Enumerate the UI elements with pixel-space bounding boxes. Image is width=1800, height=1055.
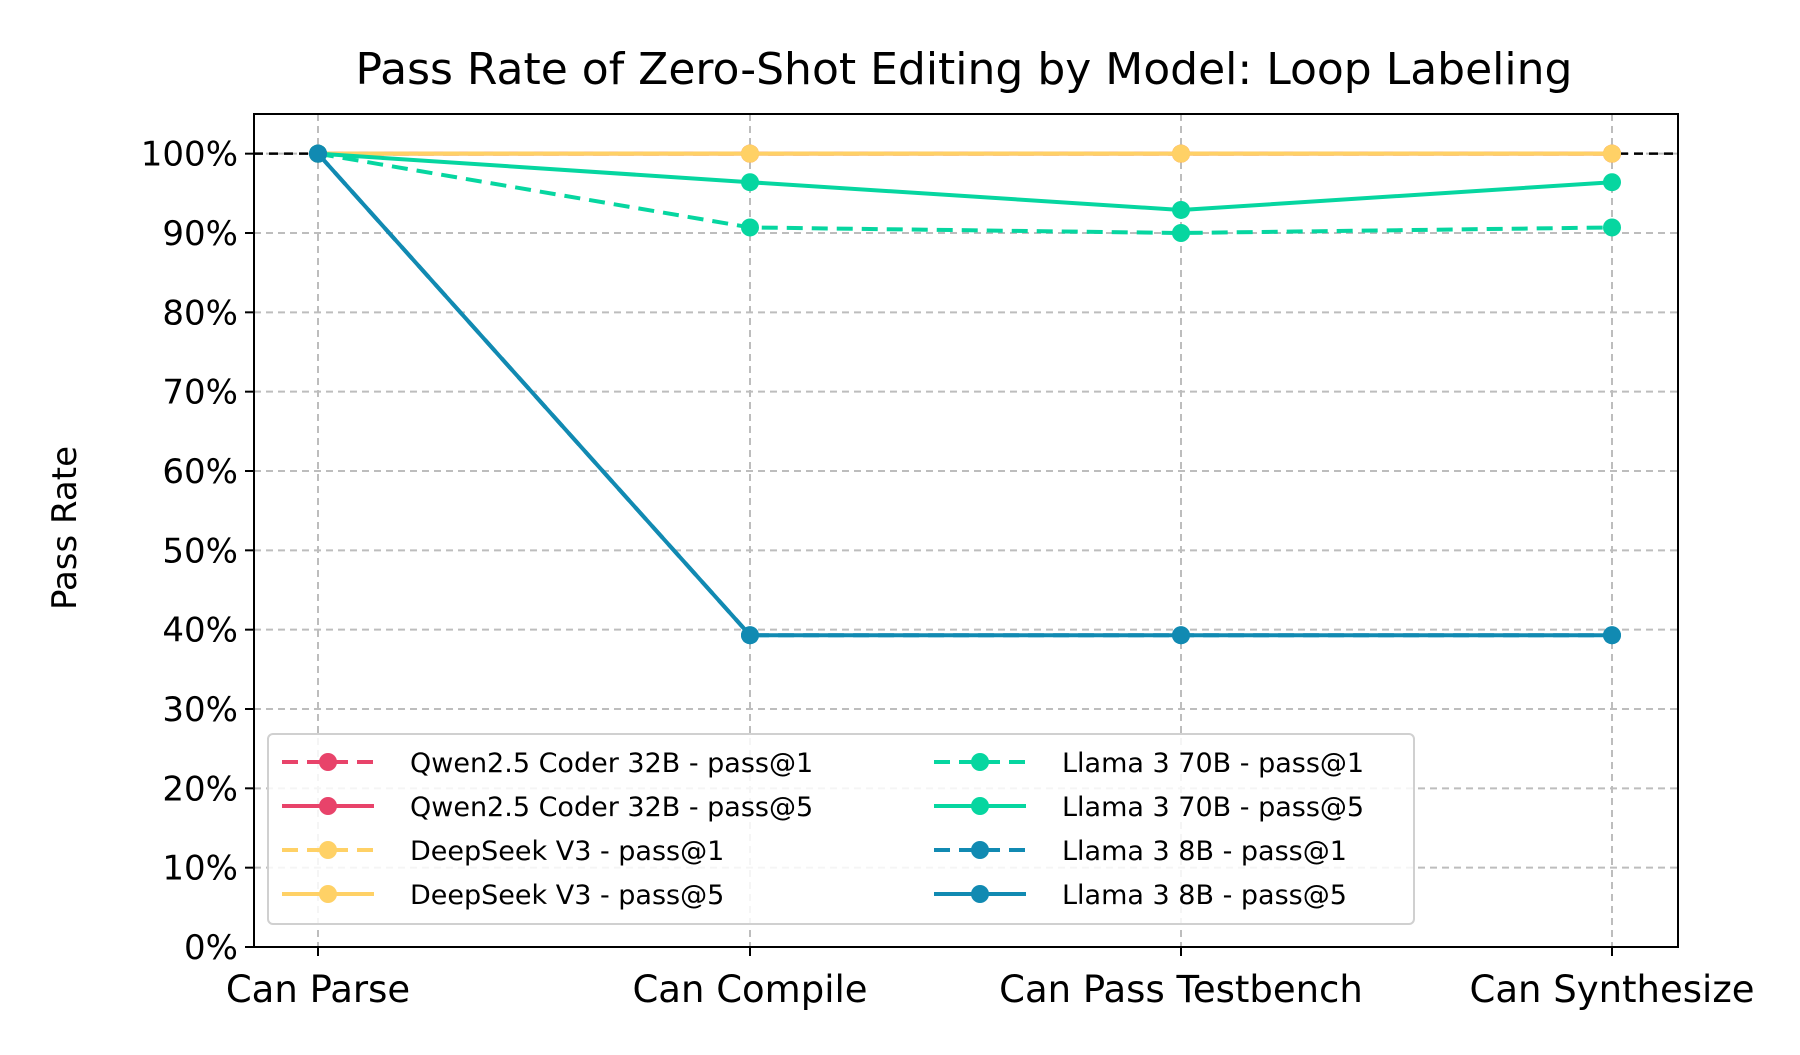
series-5 [309, 144, 1621, 219]
x-tick-label: Can Compile [632, 968, 867, 1011]
series-6 [309, 144, 1621, 645]
axis-ticks: 0% 10% 20% 30% 40% 50% 60% 70% 80% 90% 100% Can Par… [141, 135, 1755, 1011]
y-tick-label: 40% [162, 611, 238, 651]
y-tick-label: 100% [141, 135, 238, 175]
legend-marker [971, 841, 989, 859]
y-tick-label: 30% [162, 690, 238, 730]
legend-label: Qwen2.5 Coder 32B - pass@5 [410, 792, 813, 823]
legend-label: Qwen2.5 Coder 32B - pass@1 [410, 748, 813, 779]
x-tick-label: Can Synthesize [1469, 968, 1754, 1011]
series-point [741, 173, 759, 192]
series-point [1603, 218, 1621, 237]
series-point [1603, 173, 1621, 192]
legend-label: DeepSeek V3 - pass@5 [410, 880, 724, 911]
chart-title: Pass Rate of Zero-Shot Editing by Model:… [356, 44, 1573, 95]
series-point [1172, 200, 1190, 219]
legend-box [267, 733, 1415, 925]
y-tick-label: 10% [162, 849, 238, 889]
legend-marker [319, 797, 337, 815]
series-line [317, 151, 1613, 212]
legend-marker [971, 797, 989, 815]
series-point [1172, 224, 1190, 242]
y-tick-label: 90% [162, 214, 238, 254]
legend-label: Llama 3 70B - pass@5 [1062, 792, 1364, 823]
series-point [741, 144, 759, 163]
legend-label: Llama 3 8B - pass@5 [1062, 880, 1347, 911]
legend-marker [319, 841, 337, 859]
legend-label: DeepSeek V3 - pass@1 [410, 836, 724, 867]
y-tick-label: 70% [162, 373, 238, 413]
series-point [1172, 626, 1190, 645]
y-tick-label: 50% [162, 531, 238, 571]
series-point [741, 626, 759, 645]
legend: Qwen2.5 Coder 32B - pass@1 Qwen2.5 Coder … [267, 733, 1415, 925]
series-line [316, 152, 1612, 638]
y-tick-label: 0% [184, 928, 238, 968]
plot-frame [253, 113, 1679, 948]
legend-marker [971, 753, 989, 771]
series-point [1603, 144, 1621, 163]
x-tick-label: Can Parse [226, 968, 410, 1011]
x-tick-label: Can Pass Testbench [999, 968, 1363, 1011]
series-point [1172, 144, 1190, 163]
series-point [741, 218, 759, 237]
series-3 [309, 144, 1621, 163]
y-tick-label: 60% [162, 452, 238, 492]
series-7 [309, 144, 1621, 645]
legend-marker [319, 753, 337, 771]
legend-marker [319, 885, 337, 903]
series-line [316, 152, 1612, 638]
legend-label: Llama 3 70B - pass@1 [1062, 748, 1364, 779]
y-axis-label: Pass Rate [45, 446, 85, 610]
y-tick-label: 20% [162, 769, 238, 809]
legend-label: Llama 3 8B - pass@1 [1062, 836, 1347, 867]
legend-marker [971, 885, 989, 903]
series-point [1603, 626, 1621, 645]
series-point [309, 144, 327, 163]
y-tick-label: 80% [162, 293, 238, 333]
series-line [317, 151, 1613, 235]
series-lines [309, 144, 1621, 645]
